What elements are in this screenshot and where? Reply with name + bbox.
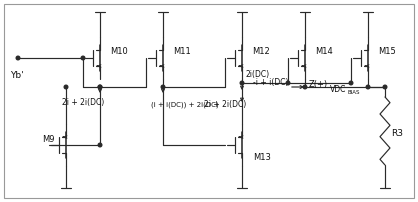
Text: M11: M11 xyxy=(173,47,191,57)
Circle shape xyxy=(16,56,20,60)
Circle shape xyxy=(240,81,244,85)
Text: 2i + 2i(DC): 2i + 2i(DC) xyxy=(204,101,246,109)
Text: M10: M10 xyxy=(110,47,128,57)
Circle shape xyxy=(64,85,68,89)
Text: M15: M15 xyxy=(378,47,396,57)
Text: M12: M12 xyxy=(252,47,270,57)
Text: R3: R3 xyxy=(391,128,403,138)
Text: VDC: VDC xyxy=(330,85,347,95)
Text: 2i + 2i(DC): 2i + 2i(DC) xyxy=(62,99,104,107)
Text: M13: M13 xyxy=(253,154,271,162)
Circle shape xyxy=(286,81,290,85)
Circle shape xyxy=(349,81,353,85)
Text: Z(+): Z(+) xyxy=(309,80,328,88)
Circle shape xyxy=(81,56,85,60)
Circle shape xyxy=(98,143,102,147)
Text: Yb': Yb' xyxy=(10,70,24,80)
Circle shape xyxy=(161,85,165,89)
Circle shape xyxy=(98,85,102,89)
Circle shape xyxy=(366,85,370,89)
Text: M9: M9 xyxy=(42,135,54,143)
Circle shape xyxy=(98,85,102,89)
Text: M14: M14 xyxy=(315,47,333,57)
Text: 2i(DC): 2i(DC) xyxy=(246,69,270,79)
Circle shape xyxy=(383,85,387,89)
Circle shape xyxy=(303,85,307,89)
Text: -i + i(DC): -i + i(DC) xyxy=(253,78,288,86)
Text: BIAS: BIAS xyxy=(348,89,360,95)
Text: (i + i(DC)) + 2i(DC): (i + i(DC)) + 2i(DC) xyxy=(151,102,219,108)
